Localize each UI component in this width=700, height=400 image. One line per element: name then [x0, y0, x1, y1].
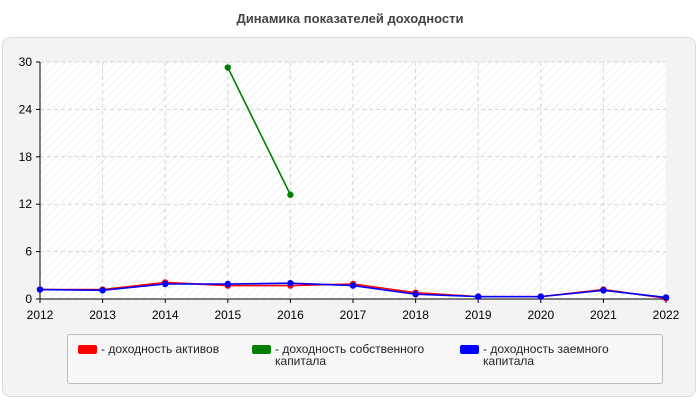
x-tick-label: 2018	[402, 308, 429, 322]
data-point-2	[412, 291, 419, 298]
legend-item-assets: - доходность активов	[78, 343, 261, 355]
x-tick-label: 2020	[527, 308, 554, 322]
x-tick-label: 2022	[653, 308, 680, 322]
data-point-2	[287, 280, 294, 287]
data-point-2	[349, 282, 357, 289]
data-point-1	[224, 64, 231, 71]
y-tick-label: 24	[19, 102, 33, 116]
y-tick-label: 18	[19, 150, 33, 164]
data-point-2	[162, 280, 169, 288]
legend-label-debt: - доходность заемного капитала	[483, 342, 609, 368]
legend-item-equity: - доходность собственного капитала	[252, 343, 435, 367]
legend: - доходность активов - доходность собств…	[67, 334, 663, 384]
y-tick-label: 12	[19, 197, 33, 211]
series-layer	[36, 64, 670, 302]
x-tick-label: 2014	[152, 308, 179, 322]
legend-swatch-debt	[460, 345, 479, 354]
grid-layer	[40, 61, 666, 299]
x-tick-label: 2017	[340, 308, 367, 322]
tick-labels: 0 6 12 18 24 30 2012 2013 2014 2015 2016 2017 2018 20…	[19, 55, 680, 322]
data-point-2	[36, 286, 44, 293]
data-point-2	[662, 294, 670, 301]
data-point-2	[224, 280, 231, 288]
data-point-2	[600, 287, 607, 294]
x-tick-label: 2015	[214, 308, 241, 322]
x-tick-label: 2019	[465, 308, 492, 322]
x-tick-label: 2021	[590, 308, 617, 322]
x-tick-label: 2016	[277, 308, 304, 322]
data-point-2	[475, 293, 482, 300]
y-tick-label: 6	[25, 245, 32, 259]
legend-label-assets: - доходность активов	[101, 342, 220, 356]
y-tick-label: 30	[19, 55, 33, 69]
axes-layer	[36, 61, 667, 303]
data-point-1	[287, 191, 294, 198]
data-point-2	[537, 293, 544, 300]
chart-title: Динамика показателей доходности	[236, 11, 464, 26]
data-point-2	[99, 287, 106, 294]
legend-swatch-assets	[78, 345, 97, 354]
x-tick-label: 2012	[27, 308, 54, 322]
legend-swatch-equity	[252, 345, 271, 354]
legend-label-equity: - доходность собственного капитала	[275, 342, 425, 368]
series-line-1	[227, 67, 292, 196]
legend-item-debt: - доходность заемного капитала	[460, 343, 643, 367]
y-tick-label: 0	[25, 292, 32, 306]
x-tick-label: 2013	[89, 308, 116, 322]
